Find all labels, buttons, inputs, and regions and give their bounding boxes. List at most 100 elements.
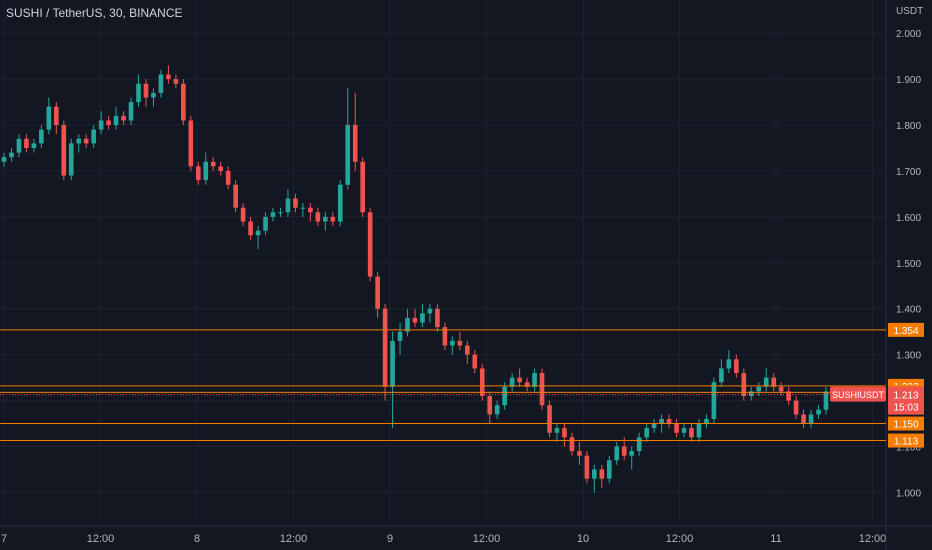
candle-body: [53, 106, 59, 126]
candle-body: [629, 451, 635, 456]
candle-body: [188, 120, 194, 167]
candle-body: [734, 359, 739, 374]
candle-body: [330, 216, 336, 222]
candle-body: [233, 184, 238, 208]
candle-body: [479, 368, 485, 396]
candle-body: [308, 207, 313, 213]
candle-body: [76, 138, 82, 144]
candle-body: [644, 428, 649, 438]
candle-body: [367, 212, 373, 277]
x-tick-label: 10: [577, 533, 589, 545]
candle-body: [39, 129, 44, 144]
candle-body: [83, 138, 89, 144]
level-label: 1.113: [894, 437, 919, 448]
candle-body: [151, 92, 156, 98]
candle-body: [464, 345, 470, 355]
candle-body: [696, 423, 702, 438]
candle-body: [16, 138, 22, 153]
candle-body: [300, 207, 306, 209]
candle-body: [689, 428, 694, 438]
candle-body: [614, 446, 620, 461]
candle-body: [562, 428, 567, 438]
y-tick-label: 1.900: [896, 75, 921, 86]
candle-body: [61, 125, 67, 176]
candle-body: [801, 414, 806, 424]
candle-body: [674, 423, 679, 433]
candle-body: [382, 308, 388, 387]
candle-body: [158, 74, 164, 93]
x-tick-label: 12:00: [473, 533, 501, 545]
candle-body: [91, 129, 96, 144]
candle-body: [741, 373, 747, 396]
candle-body: [315, 212, 321, 222]
candle-body: [517, 377, 522, 383]
y-tick-label: 2.000: [896, 29, 921, 40]
level-label-bg: [888, 322, 924, 337]
y-tick-label: 1.700: [896, 167, 921, 178]
candle-body: [323, 216, 328, 222]
candle-body: [203, 161, 209, 181]
y-tick-label: 1.800: [896, 121, 921, 132]
x-tick-label: 12:00: [666, 533, 694, 545]
candle-body: [584, 455, 590, 479]
candle-body: [502, 386, 507, 406]
candle-body: [31, 143, 37, 148]
y-tick-label: 1.500: [896, 259, 921, 270]
candle-body: [98, 120, 104, 130]
last-price-badge-bg: [888, 386, 924, 415]
x-tick-label: 9: [387, 533, 393, 545]
candle-body: [397, 331, 403, 341]
candle-body: [143, 83, 149, 98]
candle-body: [360, 161, 366, 213]
x-tick-label: 7: [1, 533, 7, 545]
candle-body: [195, 166, 201, 181]
candle-body: [816, 409, 821, 415]
candle-body: [9, 152, 14, 158]
candle-body: [554, 428, 560, 433]
candle-body: [390, 340, 395, 387]
candle-body: [442, 327, 448, 346]
y-tick-label: 1.600: [896, 213, 921, 224]
candle-body: [793, 400, 799, 415]
candle-body: [405, 317, 410, 332]
candle-body: [621, 446, 627, 456]
candle-body: [166, 74, 171, 80]
candle-body: [778, 386, 784, 392]
countdown-label: 15:03: [893, 403, 918, 414]
candle-body: [808, 414, 814, 424]
candle-body: [255, 230, 261, 236]
x-tick-label: 12:00: [859, 533, 887, 545]
candle-body: [412, 317, 418, 323]
candle-body: [756, 386, 762, 392]
candle-body: [539, 373, 545, 406]
candle-body: [719, 368, 724, 383]
level-label-bg: [888, 416, 924, 431]
candle-body: [345, 125, 351, 185]
candle-body: [121, 115, 126, 121]
symbol-badge: SUSHIUSDT: [832, 390, 885, 400]
last-price-label: 1.213: [893, 391, 918, 402]
candle-body: [68, 143, 74, 176]
price-axis-unit: USDT: [896, 6, 924, 17]
candle-body: [420, 313, 425, 323]
candle-body: [524, 382, 530, 387]
candle-body: [24, 138, 29, 148]
candle-body: [173, 79, 179, 84]
candle-body: [487, 396, 493, 415]
candle-body: [636, 437, 642, 452]
candle-body: [225, 170, 231, 185]
candle-body: [337, 184, 343, 222]
candle-body: [136, 83, 141, 103]
candle-body: [786, 391, 791, 401]
candle-body: [128, 102, 134, 121]
candle-body: [763, 377, 769, 387]
candle-body: [704, 418, 709, 424]
candle-body: [771, 377, 777, 387]
y-tick-label: 1.100: [896, 443, 921, 454]
candle-body: [435, 308, 440, 328]
candle-body: [651, 423, 657, 429]
candle-body: [532, 373, 537, 387]
candle-body: [1, 157, 7, 162]
